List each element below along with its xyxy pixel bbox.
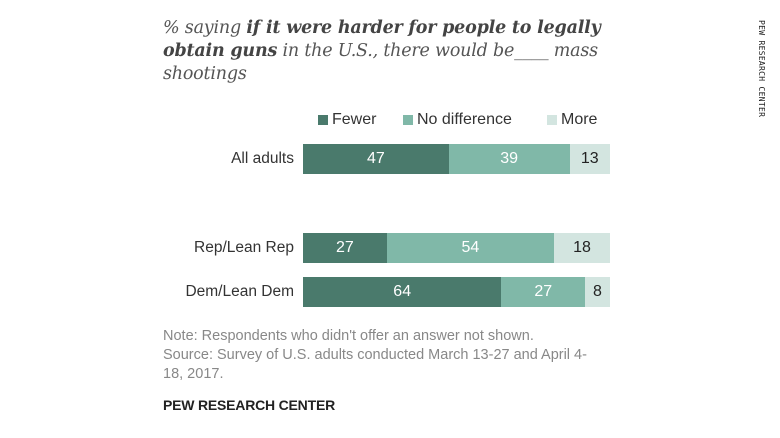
bar-all-adults-no-difference: 39 (448, 144, 570, 174)
bar-rep-lean-rep-no-difference: 54 (386, 233, 555, 263)
legend-item-no-difference: No difference (403, 111, 512, 129)
bar-rep-lean-rep-more: 18 (554, 233, 610, 263)
title-part-2: if it were harder for people to legally … (163, 18, 601, 61)
legend-swatch-fewer (318, 115, 328, 125)
bar-all-adults-fewer: 47 (303, 144, 449, 174)
legend-label-fewer: Fewer (332, 111, 377, 128)
chart-title: % saying if it were harder for people to… (163, 17, 623, 86)
legend-label-no-difference: No difference (417, 111, 512, 128)
bar-dem-lean-dem-fewer: 64 (303, 277, 502, 307)
side-brand: PEW RESEARCH CENTER (757, 20, 766, 118)
data-label-all-adults-more: 13 (580, 150, 599, 167)
legend-item-fewer: Fewer (318, 111, 376, 129)
bar-rep-lean-rep-fewer: 27 (303, 233, 387, 263)
data-label-dem-lean-dem-no-difference: 27 (534, 283, 553, 300)
legend-swatch-no-difference (403, 115, 413, 125)
footer-brand: PEW RESEARCH CENTER (163, 397, 335, 413)
bar-dem-lean-dem-no-difference: 27 (501, 277, 586, 307)
bar-dem-lean-dem-more: 8 (585, 277, 610, 307)
source-text: Source: Survey of U.S. adults conducted … (163, 347, 587, 382)
legend-swatch-more (547, 115, 557, 125)
chart-notes: Note: Respondents who didn't offer an an… (163, 327, 603, 384)
legend-item-more: More (547, 111, 597, 129)
legend-label-more: More (561, 111, 598, 128)
data-label-dem-lean-dem-fewer: 64 (393, 283, 412, 300)
title-part-1: % saying (163, 18, 247, 38)
data-label-rep-lean-rep-fewer: 27 (335, 239, 354, 256)
row-label-all-adults: All adults (231, 150, 294, 167)
title-part-3: in the U.S., there would be____ mass sho… (163, 41, 598, 84)
data-label-rep-lean-rep-more: 18 (573, 239, 591, 256)
data-label-rep-lean-rep-no-difference: 54 (461, 239, 480, 256)
data-label-all-adults-fewer: 47 (366, 150, 385, 167)
bar-all-adults-more: 13 (569, 144, 610, 174)
row-label-rep-lean-rep: Rep/Lean Rep (194, 239, 294, 256)
data-label-all-adults-no-difference: 39 (500, 150, 519, 167)
row-label-dem-lean-dem: Dem/Lean Dem (185, 283, 294, 300)
note-text: Note: Respondents who didn't offer an an… (163, 328, 534, 344)
data-label-dem-lean-dem-more: 8 (593, 283, 602, 300)
